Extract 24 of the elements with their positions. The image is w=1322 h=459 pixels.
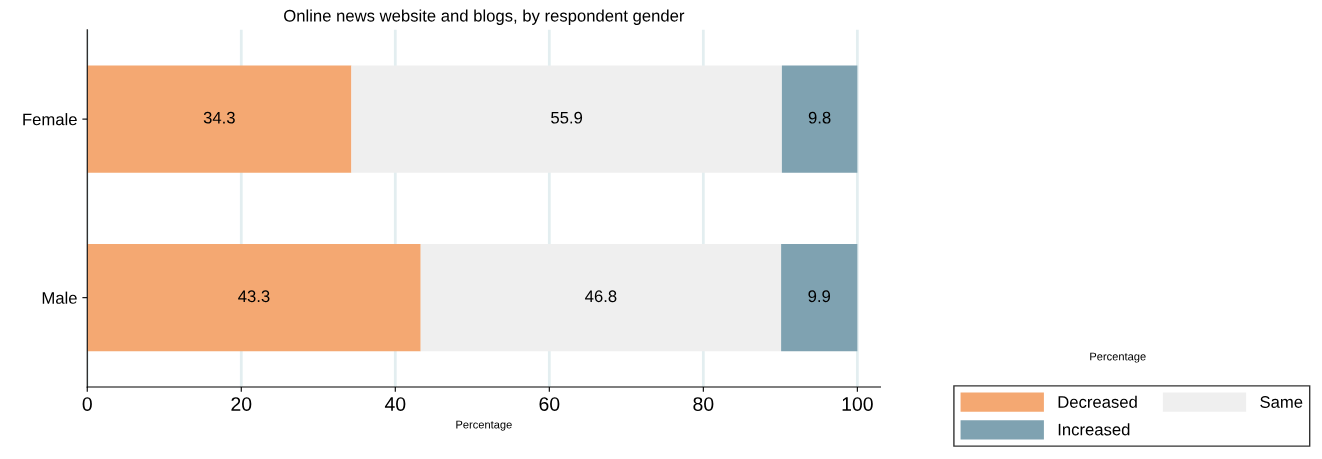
bar <box>87 244 421 352</box>
data-label: 55.9 <box>551 111 583 124</box>
x-tick-label: 100 <box>842 397 873 411</box>
legend-title: Percentage <box>1090 352 1146 363</box>
legend-label: Decreased <box>1058 395 1137 408</box>
x-tick-label: 0 <box>82 397 92 411</box>
data-label: 46.8 <box>585 290 617 303</box>
bar <box>781 244 858 352</box>
x-tick-label: 40 <box>384 397 406 411</box>
y-tick-label: Male <box>42 291 77 304</box>
x-tick-label: 60 <box>539 397 560 411</box>
x-tick-label: 80 <box>693 397 714 411</box>
bar <box>781 65 858 173</box>
y-tick-label: Female <box>23 113 77 126</box>
chart-title: Online news website and blogs, by respondent gender <box>284 9 685 25</box>
x-tick-label: 20 <box>231 397 252 411</box>
data-label: 34.3 <box>203 111 235 124</box>
data-label: 9.9 <box>808 290 831 303</box>
legend-label: Increased <box>1058 423 1130 436</box>
legend-label: Same <box>1260 396 1303 408</box>
x-axis-title: Percentage <box>456 420 512 431</box>
data-label: 9.8 <box>808 111 831 124</box>
data-label: 43.3 <box>238 290 270 303</box>
bar <box>87 65 352 173</box>
